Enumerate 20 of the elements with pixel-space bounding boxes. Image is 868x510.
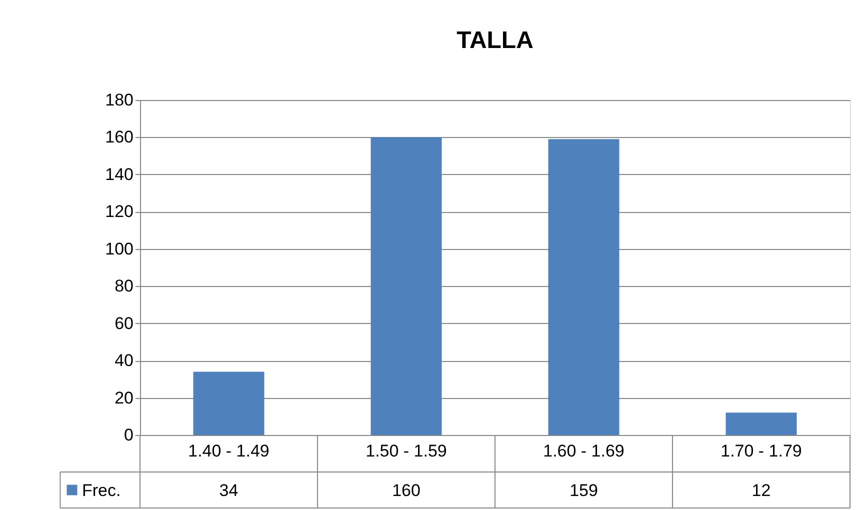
y-tick-label: 60 (114, 314, 134, 333)
x-tick-label: 1.40 - 1.49 (188, 442, 270, 460)
y-tick-label: 80 (114, 276, 134, 296)
y-tick-label: 160 (105, 128, 134, 147)
y-tick-label: 100 (105, 239, 134, 258)
y-tick-label: 180 (105, 90, 134, 110)
y-tick-label: 40 (114, 351, 134, 370)
x-tick-label: 1.70 - 1.79 (720, 442, 802, 460)
data-label: 12 (752, 481, 771, 500)
y-tick-label: 20 (114, 388, 134, 408)
x-tick-label: 1.60 - 1.69 (543, 442, 624, 460)
y-tick-label: 0 (124, 426, 134, 444)
y-tick-label: 140 (105, 164, 134, 184)
x-tick-label: 1.50 - 1.59 (366, 442, 447, 460)
data-label: 159 (570, 481, 598, 500)
data-label: 160 (392, 481, 420, 500)
data-label: 34 (219, 481, 238, 500)
legend-label: Frec. (82, 481, 121, 500)
chart-title: TALLA (456, 27, 534, 54)
y-tick-label: 120 (105, 202, 134, 222)
